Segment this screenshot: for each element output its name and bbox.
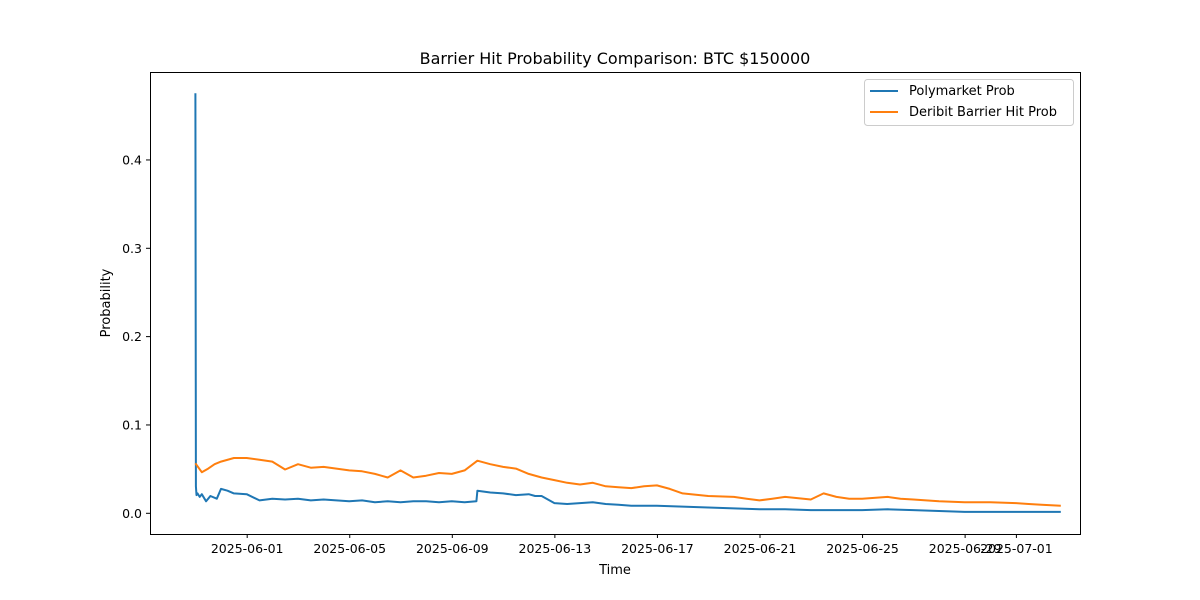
y-axis-label: Probability (99, 268, 114, 337)
series-line-polymarket (194, 93, 1061, 513)
x-tick-label: 2025-06-05 (313, 541, 386, 556)
legend-label-polymarket: Polymarket Prob (909, 84, 1015, 99)
x-tick-label: 2025-06-01 (211, 541, 284, 556)
x-tick-label: 2025-06-21 (724, 541, 797, 556)
y-tick-label: 0.3 (122, 241, 142, 256)
x-tick-label: 2025-07-01 (980, 541, 1053, 556)
x-tick-label: 2025-06-09 (416, 541, 489, 556)
series-layer (194, 93, 1061, 513)
y-tick-label: 0.2 (122, 329, 142, 344)
legend-label-deribit: Deribit Barrier Hit Prob (909, 105, 1057, 120)
plot-frame (150, 72, 1081, 535)
series-line-deribit (194, 457, 1061, 507)
x-tick-label: 2025-06-13 (519, 541, 592, 556)
x-axis-label: Time (598, 563, 631, 578)
x-tick-label: 2025-06-17 (621, 541, 694, 556)
y-tick-label: 0.0 (122, 506, 142, 521)
x-tick-label: 2025-06-25 (826, 541, 899, 556)
x-axis: 2025-06-01 2025-06-05 2025-06-09 2025-06-13… (211, 534, 1053, 556)
y-axis: 0.0 0.1 0.2 0.3 0.4 (122, 152, 150, 521)
x-tick-label: 2025-06-29 (929, 541, 1002, 556)
chart-title: Barrier Hit Probability Comparison: BTC … (420, 49, 811, 68)
y-tick-label: 0.1 (122, 417, 142, 432)
legend: Polymarket Prob Deribit Barrier Hit Prob (864, 79, 1074, 126)
legend-box (864, 79, 1074, 126)
y-tick-label: 0.4 (122, 152, 142, 167)
